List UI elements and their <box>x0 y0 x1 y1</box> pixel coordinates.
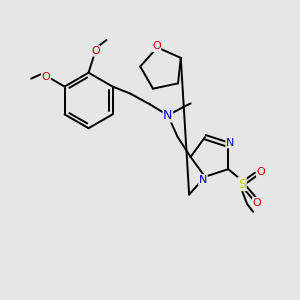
Text: S: S <box>238 178 246 190</box>
Text: O: O <box>253 198 261 208</box>
Text: N: N <box>199 175 207 185</box>
Text: O: O <box>91 46 100 56</box>
Text: O: O <box>42 72 50 82</box>
Text: O: O <box>256 167 265 177</box>
Text: N: N <box>226 138 234 148</box>
Text: O: O <box>152 41 161 51</box>
Text: N: N <box>163 109 172 122</box>
